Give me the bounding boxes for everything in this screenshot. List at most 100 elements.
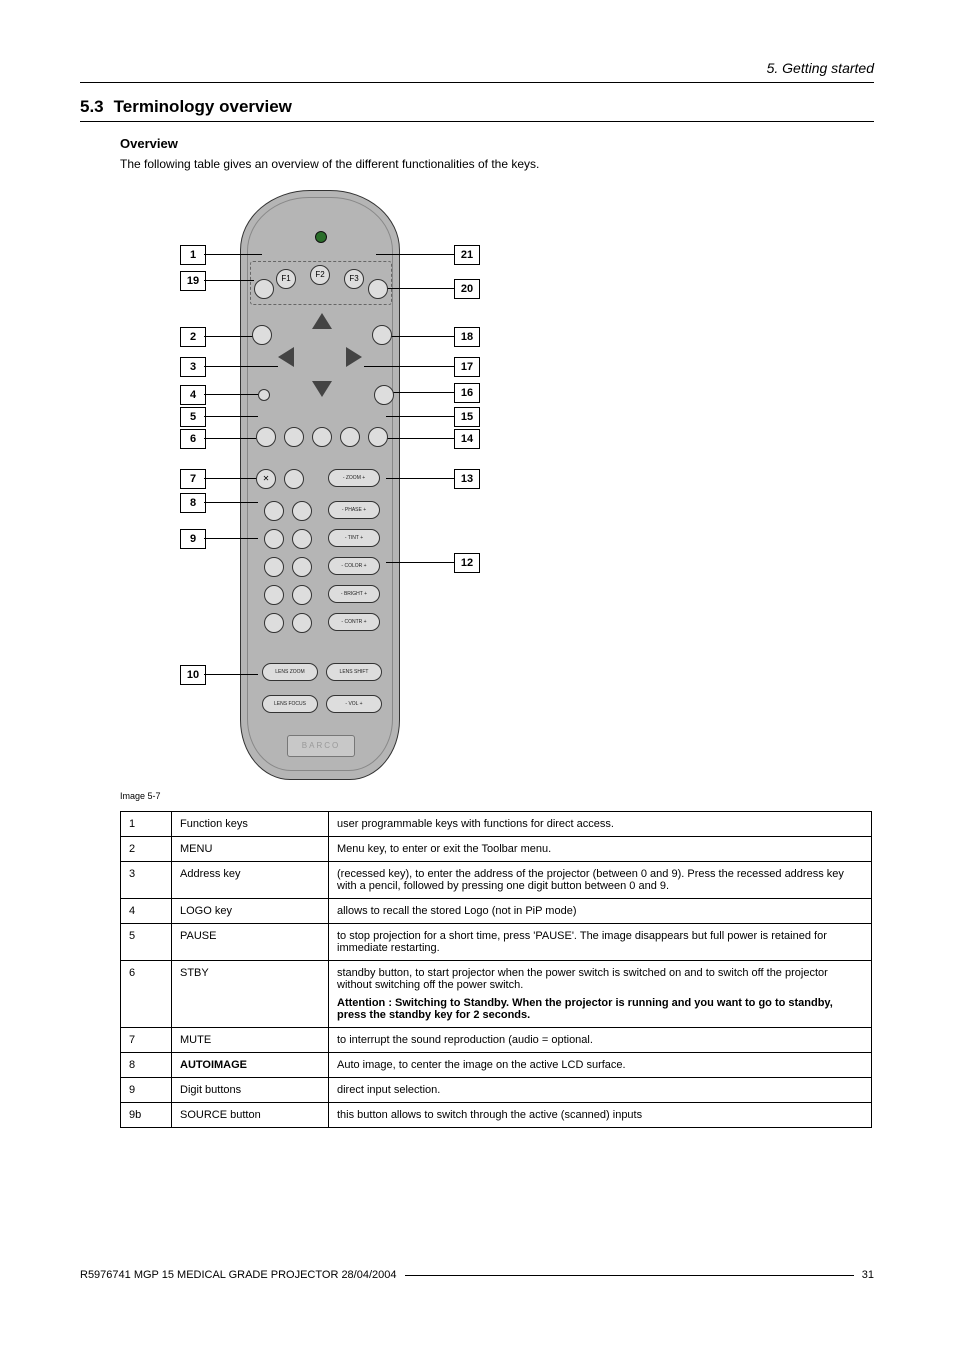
lens-zoom-pill: LENS ZOOM — [262, 663, 318, 681]
callout-4: 4 — [180, 385, 206, 405]
callout-lead — [386, 438, 454, 439]
tint-pill: - TINT + — [328, 529, 380, 547]
table-row: 7MUTEto interrupt the sound reproduction… — [121, 1028, 872, 1053]
address-key — [258, 389, 270, 401]
callout-lead — [386, 416, 454, 417]
digit-button — [264, 585, 284, 605]
table-row: 3Address key(recessed key), to enter the… — [121, 862, 872, 899]
header-rule — [80, 82, 874, 83]
row-desc: direct input selection. — [329, 1078, 872, 1103]
callout-lead — [204, 674, 258, 675]
bright-pill: - BRIGHT + — [328, 585, 380, 603]
row-name: MUTE — [172, 1028, 329, 1053]
logo-button — [312, 427, 332, 447]
table-row: 2MENUMenu key, to enter or exit the Tool… — [121, 837, 872, 862]
footer-doc-id: R5976741 MGP 15 MEDICAL GRADE PROJECTOR … — [80, 1269, 397, 1281]
digizoom-pill: - ZOOM + — [328, 469, 380, 487]
row-name: Digit buttons — [172, 1078, 329, 1103]
table-row: 9bSOURCE buttonthis button allows to swi… — [121, 1103, 872, 1128]
adj-button — [368, 279, 388, 299]
callout-lead — [386, 336, 454, 337]
remote-led — [315, 231, 327, 243]
overview-heading: Overview — [120, 136, 874, 151]
table-row: 4LOGO keyallows to recall the stored Log… — [121, 899, 872, 924]
callout-lead — [204, 254, 262, 255]
row-name: Function keys — [172, 812, 329, 837]
digit-button — [292, 529, 312, 549]
callout-lead — [386, 562, 454, 563]
row-desc: standby button, to start projector when … — [329, 961, 872, 1028]
freeze-button — [284, 427, 304, 447]
callout-16: 16 — [454, 383, 480, 403]
lens-focus-pill: LENS FOCUS — [262, 695, 318, 713]
func-key: F3 — [344, 269, 364, 289]
page: 5. Getting started 5.3Terminology overvi… — [0, 0, 954, 1351]
callout-3: 3 — [180, 357, 206, 377]
callout-2: 2 — [180, 327, 206, 347]
callout-lead — [204, 502, 258, 503]
row-name: PAUSE — [172, 924, 329, 961]
row-index: 2 — [121, 837, 172, 862]
remote-figure: BARCO 1192345678910212018171615141312F1F… — [180, 185, 480, 785]
vol-pill: - VOL + — [326, 695, 382, 713]
callout-lead — [204, 366, 278, 367]
table-row: 9Digit buttonsdirect input selection. — [121, 1078, 872, 1103]
stby-button — [256, 427, 276, 447]
callout-lead — [386, 288, 454, 289]
figure-block: BARCO 1192345678910212018171615141312F1F… — [120, 185, 874, 801]
row-index: 5 — [121, 924, 172, 961]
keys-table: 1Function keysuser programmable keys wit… — [120, 811, 872, 1128]
callout-15: 15 — [454, 407, 480, 427]
callout-1: 1 — [180, 245, 206, 265]
autoimage-button — [284, 469, 304, 489]
row-index: 7 — [121, 1028, 172, 1053]
callout-13: 13 — [454, 469, 480, 489]
mute-button: ✕ — [256, 469, 276, 489]
section-number: 5.3 — [80, 97, 104, 116]
arrow-up-icon — [312, 313, 332, 329]
digit-button — [264, 557, 284, 577]
digit-button — [292, 557, 312, 577]
callout-lead — [386, 392, 454, 393]
chapter-header: 5. Getting started — [80, 60, 874, 76]
phase-pill: - PHASE + — [328, 501, 380, 519]
row-index: 4 — [121, 899, 172, 924]
digit-button — [292, 585, 312, 605]
callout-lead — [204, 394, 258, 395]
callout-lead — [204, 336, 254, 337]
row-index: 8 — [121, 1053, 172, 1078]
row-desc: Menu key, to enter or exit the Toolbar m… — [329, 837, 872, 862]
arrow-left-icon — [278, 347, 294, 367]
overview-intro: The following table gives an overview of… — [120, 157, 874, 171]
row-desc: user programmable keys with functions fo… — [329, 812, 872, 837]
func-key: F2 — [310, 265, 330, 285]
back-button — [372, 325, 392, 345]
row-name: STBY — [172, 961, 329, 1028]
digit-button — [264, 613, 284, 633]
callout-lead — [204, 416, 258, 417]
callout-lead — [204, 280, 254, 281]
row-name: LOGO key — [172, 899, 329, 924]
section-title: 5.3Terminology overview — [80, 97, 874, 117]
pause-button — [368, 427, 388, 447]
row-desc: (recessed key), to enter the address of … — [329, 862, 872, 899]
row-desc: this button allows to switch through the… — [329, 1103, 872, 1128]
row-index: 9 — [121, 1078, 172, 1103]
table-row: 1Function keysuser programmable keys wit… — [121, 812, 872, 837]
callout-7: 7 — [180, 469, 206, 489]
callout-lead — [204, 538, 258, 539]
lens-shift-pill: LENS SHIFT — [326, 663, 382, 681]
digit-button — [264, 529, 284, 549]
callout-lead — [386, 478, 454, 479]
callout-17: 17 — [454, 357, 480, 377]
row-index: 3 — [121, 862, 172, 899]
row-name: Address key — [172, 862, 329, 899]
callout-lead — [376, 254, 454, 255]
row-desc: to stop projection for a short time, pre… — [329, 924, 872, 961]
table-row: 8AUTOIMAGEAuto image, to center the imag… — [121, 1053, 872, 1078]
row-index: 9b — [121, 1103, 172, 1128]
callout-20: 20 — [454, 279, 480, 299]
row-name: SOURCE button — [172, 1103, 329, 1128]
figure-caption: Image 5-7 — [120, 791, 874, 801]
row-name: MENU — [172, 837, 329, 862]
